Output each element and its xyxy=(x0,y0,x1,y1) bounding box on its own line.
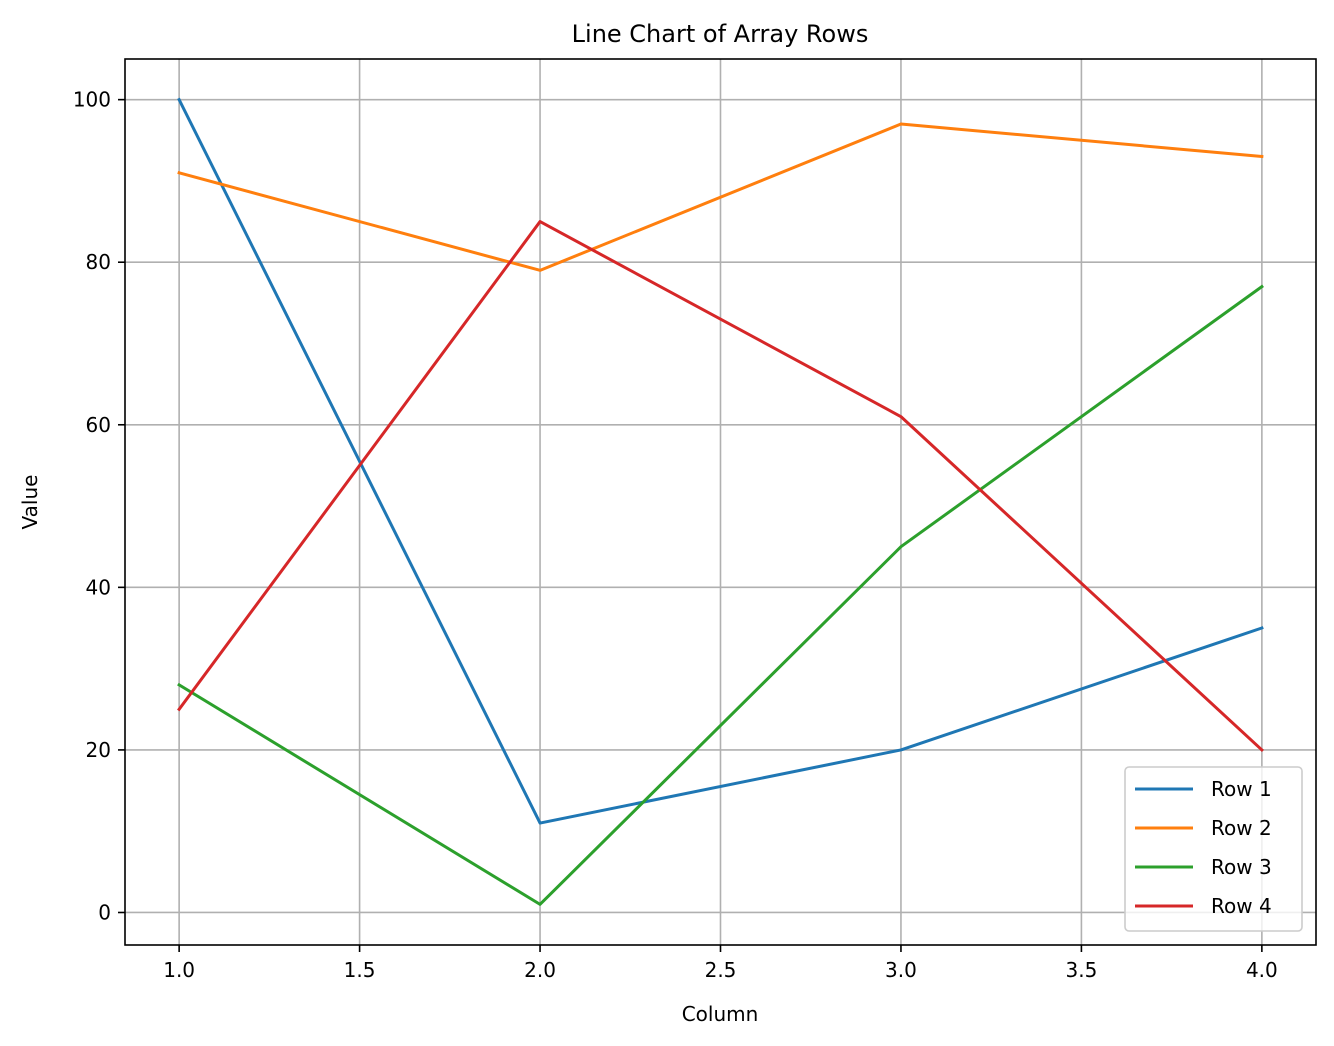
series-line-row-4 xyxy=(177,220,1264,753)
chart-title: Line Chart of Array Rows xyxy=(572,20,869,48)
y-tick-label: 100 xyxy=(73,88,111,112)
y-axis-label: Value xyxy=(18,475,42,530)
x-tick-label: 3.5 xyxy=(1066,958,1098,982)
series-line-row-1 xyxy=(177,97,1264,825)
x-tick-label: 2.5 xyxy=(705,958,737,982)
grid xyxy=(125,59,1316,945)
y-tick-label: 20 xyxy=(86,738,111,762)
x-tick-label: 2.0 xyxy=(524,958,556,982)
legend-label: Row 4 xyxy=(1211,894,1272,918)
x-tick-label: 1.5 xyxy=(344,958,376,982)
legend: Row 1 Row 2 Row 3 Row 4 xyxy=(1124,766,1303,932)
axis-ticks: 1.0 1.5 2.0 2.5 3.0 3.5 4.0 0 20 40 60 80 100 xyxy=(73,88,1278,982)
x-tick-label: 4.0 xyxy=(1246,958,1278,982)
legend-label: Row 1 xyxy=(1211,777,1272,801)
y-tick-label: 80 xyxy=(86,250,111,274)
series-line-row-2 xyxy=(177,122,1264,272)
series-line-row-3 xyxy=(177,284,1264,906)
y-tick-label: 0 xyxy=(98,900,111,924)
legend-box xyxy=(1124,766,1303,932)
x-tick-label: 1.0 xyxy=(163,958,195,982)
legend-label: Row 3 xyxy=(1211,855,1272,879)
y-tick-label: 40 xyxy=(86,575,111,599)
series-lines xyxy=(177,97,1264,906)
x-axis-label: Column xyxy=(682,1002,759,1026)
x-tick-label: 3.0 xyxy=(885,958,917,982)
legend-label: Row 2 xyxy=(1211,816,1272,840)
y-tick-label: 60 xyxy=(86,413,111,437)
